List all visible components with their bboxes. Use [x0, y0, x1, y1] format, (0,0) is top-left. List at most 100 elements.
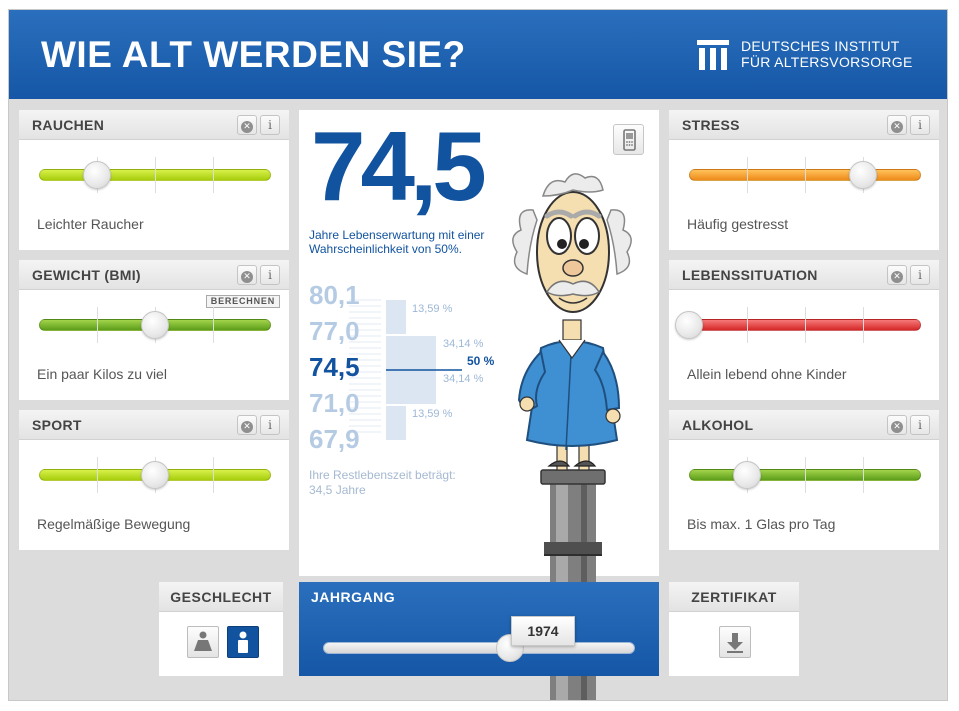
- slider-tick: [863, 457, 864, 493]
- reset-button[interactable]: ✕: [887, 265, 907, 285]
- info-icon: i: [268, 118, 272, 132]
- slider-tick: [747, 307, 748, 343]
- lebenssituation-value-label: Allein lebend ohne Kinder: [687, 366, 847, 382]
- page-title: WIE ALT WERDEN SIE?: [41, 34, 466, 75]
- panel-title: SPORT: [32, 417, 82, 433]
- distribution-value: 77,0: [309, 316, 360, 346]
- bmi-calculate-button[interactable]: BERECHNEN: [205, 295, 280, 308]
- download-certificate-button[interactable]: [719, 626, 751, 658]
- panel-header: RAUCHEN ✕ i: [19, 110, 289, 140]
- reset-x-icon: ✕: [241, 421, 253, 433]
- slider-tick: [805, 157, 806, 193]
- sport-slider[interactable]: [39, 457, 271, 493]
- slider-tick: [97, 457, 98, 493]
- reset-x-icon: ✕: [891, 271, 903, 283]
- distribution-percent: 13,59 %: [412, 303, 453, 315]
- distribution-bar: [386, 336, 436, 370]
- sport-value-label: Regelmäßige Bewegung: [37, 516, 191, 532]
- distribution-chart: [349, 299, 462, 440]
- panel-title: GEWICHT (BMI): [32, 267, 141, 283]
- slider-tick: [213, 457, 214, 493]
- dia-logo[interactable]: DEUTSCHES INSTITUT FÜR ALTERSVORSORGE: [697, 38, 927, 74]
- institute-logo-icon: [697, 40, 729, 70]
- stress-slider[interactable]: [689, 157, 921, 193]
- info-icon: i: [918, 418, 922, 432]
- slider-knob[interactable]: [675, 311, 703, 339]
- reset-button[interactable]: ✕: [237, 115, 257, 135]
- panel-jahrgang: JAHRGANG 1974: [299, 582, 659, 676]
- panel-title: LEBENSSITUATION: [682, 267, 818, 283]
- slider-tick: [747, 157, 748, 193]
- slider-tick: [213, 157, 214, 193]
- reset-button[interactable]: ✕: [237, 415, 257, 435]
- panel-alkohol: ALKOHOL ✕ i Bis max. 1 Glas pro Tag: [669, 410, 939, 550]
- panel-title: JAHRGANG: [311, 589, 396, 605]
- panel-header: SPORT ✕ i: [19, 410, 289, 440]
- slider-knob[interactable]: [849, 161, 877, 189]
- slider-knob[interactable]: [141, 311, 169, 339]
- panel-title: GESCHLECHT: [170, 589, 272, 605]
- info-button[interactable]: i: [910, 265, 930, 285]
- distribution-bar: [386, 370, 436, 404]
- panel-header: GESCHLECHT: [159, 582, 283, 612]
- info-button[interactable]: i: [260, 415, 280, 435]
- info-icon: i: [918, 118, 922, 132]
- gewicht-slider[interactable]: [39, 307, 271, 343]
- panel-header: GEWICHT (BMI) ✕ i: [19, 260, 289, 290]
- reset-button[interactable]: ✕: [887, 415, 907, 435]
- app-window: WIE ALT WERDEN SIE? DEUTSCHES INSTITUT F…: [8, 9, 948, 701]
- reset-button[interactable]: ✕: [237, 265, 257, 285]
- rauchen-slider[interactable]: [39, 157, 271, 193]
- slider-tick: [863, 307, 864, 343]
- distribution-bar: [386, 300, 406, 334]
- slider-knob[interactable]: [83, 161, 111, 189]
- logo-text: DEUTSCHES INSTITUT FÜR ALTERSVORSORGE: [741, 38, 913, 70]
- distribution-value-median: 74,5: [309, 352, 360, 382]
- distribution-value: 71,0: [309, 388, 360, 418]
- panel-stress: STRESS ✕ i Häufig gestresst: [669, 110, 939, 250]
- year-slider-track[interactable]: [323, 642, 635, 654]
- logo-line-1: DEUTSCHES INSTITUT: [741, 38, 900, 54]
- panel-sport: SPORT ✕ i Regelmäßige Bewegung: [19, 410, 289, 550]
- slider-tick: [97, 307, 98, 343]
- slider-tick: [805, 457, 806, 493]
- mobile-app-button[interactable]: [613, 124, 644, 155]
- life-expectancy-value: 74,5: [311, 111, 487, 221]
- distribution-percent-median: 50 %: [467, 354, 495, 368]
- slider-tick: [805, 307, 806, 343]
- panel-title: ZERTIFIKAT: [691, 589, 777, 605]
- female-button[interactable]: [187, 626, 219, 658]
- info-icon: i: [918, 268, 922, 282]
- info-button[interactable]: i: [910, 115, 930, 135]
- info-button[interactable]: i: [260, 115, 280, 135]
- slider-knob[interactable]: [733, 461, 761, 489]
- info-icon: i: [268, 418, 272, 432]
- reset-x-icon: ✕: [241, 271, 253, 283]
- info-button[interactable]: i: [260, 265, 280, 285]
- info-button[interactable]: i: [910, 415, 930, 435]
- alkohol-slider[interactable]: [689, 457, 921, 493]
- alkohol-value-label: Bis max. 1 Glas pro Tag: [687, 516, 836, 532]
- info-icon: i: [268, 268, 272, 282]
- panel-header: ZERTIFIKAT: [669, 582, 799, 612]
- slider-knob[interactable]: [141, 461, 169, 489]
- reset-x-icon: ✕: [891, 121, 903, 133]
- panel-geschlecht: GESCHLECHT: [159, 582, 283, 676]
- male-icon: [238, 631, 248, 653]
- scientist-mascot-illustration: [512, 173, 632, 700]
- distribution-value: 80,1: [309, 280, 360, 310]
- logo-line-2: FÜR ALTERSVORSORGE: [741, 54, 913, 70]
- distribution-bar: [386, 406, 406, 440]
- slider-tick: [213, 307, 214, 343]
- lebenssituation-slider[interactable]: [675, 307, 921, 343]
- distribution-percent: 13,59 %: [412, 408, 453, 420]
- result-subtitle: Jahre Lebenserwartung mit einer Wahrsche…: [309, 228, 485, 256]
- year-value: 1974: [511, 616, 575, 646]
- male-button[interactable]: [227, 626, 259, 658]
- reset-button[interactable]: ✕: [887, 115, 907, 135]
- rauchen-value-label: Leichter Raucher: [37, 216, 144, 232]
- reset-x-icon: ✕: [891, 421, 903, 433]
- slider-tick: [155, 157, 156, 193]
- panel-header: LEBENSSITUATION ✕ i: [669, 260, 939, 290]
- panel-header: STRESS ✕ i: [669, 110, 939, 140]
